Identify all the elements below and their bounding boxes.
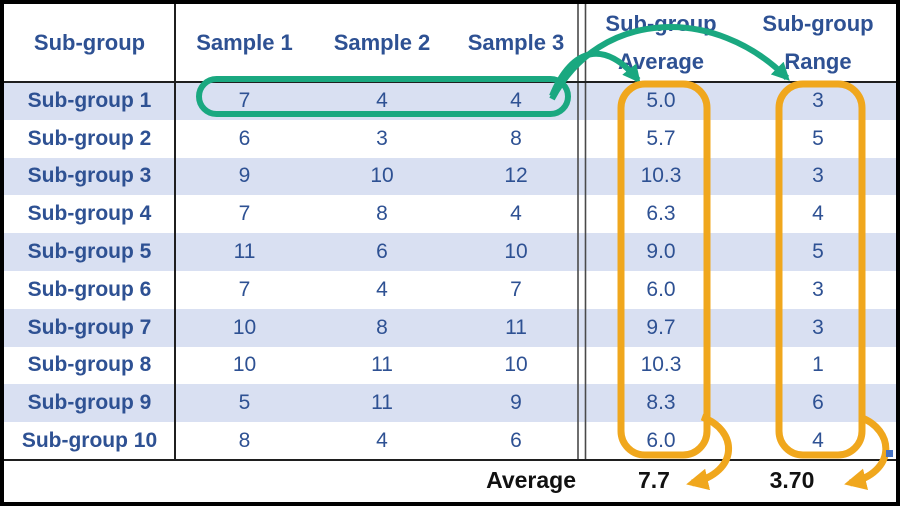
row-label: Sub-group 9 bbox=[27, 391, 152, 415]
cell-sample-2: 11 bbox=[371, 391, 393, 415]
cell-sample-1: 7 bbox=[238, 277, 251, 301]
cell-sample-3: 10 bbox=[504, 353, 528, 377]
cell-subgroup-average: 6.0 bbox=[646, 277, 676, 301]
header-subgroup-range: Sub-group Range bbox=[740, 4, 896, 82]
cell-sample-1: 10 bbox=[232, 315, 257, 339]
cell-sample-1: 8 bbox=[238, 429, 251, 453]
footer-row: Average 7.7 3.70 bbox=[4, 459, 896, 502]
cell-sample-3: 10 bbox=[504, 240, 528, 264]
header-subgroup-average-line1: Sub-group bbox=[605, 11, 717, 36]
row-label: Sub-group 6 bbox=[27, 277, 152, 301]
header-sample-2: Sample 2 bbox=[333, 30, 431, 55]
row-label: Sub-group 7 bbox=[27, 315, 152, 339]
row-label: Sub-group 1 bbox=[27, 88, 152, 112]
table-row: Sub-group 3 9 10 12 10.3 3 bbox=[4, 157, 896, 196]
cell-sample-2: 6 bbox=[376, 240, 388, 264]
cell-subgroup-average: 5.7 bbox=[646, 126, 676, 150]
table-row: Sub-group 5 11 6 10 9.0 5 bbox=[4, 233, 896, 271]
cell-sample-1: 11 bbox=[233, 240, 256, 264]
cell-sample-3: 11 bbox=[505, 315, 527, 339]
row-label: Sub-group 5 bbox=[27, 240, 152, 264]
row-label: Sub-group 8 bbox=[27, 353, 152, 377]
cell-sample-3: 4 bbox=[510, 88, 522, 112]
cell-sample-1: 6 bbox=[238, 126, 251, 150]
row-label: Sub-group 3 bbox=[27, 164, 152, 188]
cell-subgroup-range: 1 bbox=[812, 353, 824, 377]
cell-subgroup-average: 9.7 bbox=[646, 315, 676, 339]
cell-subgroup-average: 10.3 bbox=[640, 164, 682, 188]
cell-subgroup-average: 6.0 bbox=[646, 429, 676, 453]
cell-sample-3: 9 bbox=[510, 391, 522, 415]
cell-sample-1: 9 bbox=[238, 164, 251, 188]
table-row: Sub-group 9 5 11 9 8.3 6 bbox=[4, 384, 896, 423]
table-row: Sub-group 4 7 8 4 6.3 4 bbox=[4, 195, 896, 233]
table-row: Sub-group 6 7 4 7 6.0 3 bbox=[4, 271, 896, 309]
cell-subgroup-range: 3 bbox=[812, 88, 824, 112]
cell-sample-3: 4 bbox=[510, 202, 522, 226]
cell-sample-2: 8 bbox=[376, 315, 388, 339]
cell-subgroup-range: 3 bbox=[812, 277, 824, 301]
cell-subgroup-average: 5.0 bbox=[646, 88, 676, 112]
table-row: Sub-group 10 8 4 6 6.0 4 bbox=[4, 422, 896, 460]
cell-subgroup-average: 6.3 bbox=[646, 202, 676, 226]
header-subgroup-range-line2: Range bbox=[784, 49, 852, 74]
cell-subgroup-range: 5 bbox=[812, 240, 824, 264]
table-row: Sub-group 7 10 8 11 9.7 3 bbox=[4, 308, 896, 347]
cell-sample-2: 10 bbox=[370, 164, 394, 188]
cell-subgroup-range: 3 bbox=[812, 315, 824, 339]
header-row: Sub-group Sample 1 Sample 2 Sample 3 Sub… bbox=[4, 4, 896, 82]
cell-subgroup-range: 6 bbox=[812, 391, 824, 415]
cell-sample-1: 7 bbox=[238, 202, 251, 226]
cell-sample-3: 7 bbox=[510, 277, 522, 301]
cell-sample-3: 8 bbox=[510, 126, 522, 150]
table-row: Sub-group 8 10 11 10 10.3 1 bbox=[4, 347, 896, 385]
header-subgroup-average: Sub-group Average bbox=[582, 4, 740, 82]
header-subgroup-range-line1: Sub-group bbox=[762, 11, 874, 36]
header-sample-1: Sample 1 bbox=[196, 30, 293, 55]
cell-sample-2: 3 bbox=[376, 126, 388, 150]
row-label: Sub-group 2 bbox=[27, 126, 152, 150]
cell-subgroup-range: 5 bbox=[812, 126, 824, 150]
table-row: Sub-group 1 7 4 4 5.0 3 bbox=[4, 82, 896, 120]
cell-subgroup-range: 4 bbox=[812, 429, 824, 453]
cell-subgroup-range: 3 bbox=[812, 164, 824, 188]
cell-subgroup-average: 8.3 bbox=[646, 391, 676, 415]
header-sample-3: Sample 3 bbox=[467, 30, 565, 55]
footer-average-label: Average bbox=[486, 467, 576, 494]
cell-sample-1: 7 bbox=[238, 88, 251, 112]
header-subgroup: Sub-group bbox=[33, 30, 146, 55]
cell-sample-2: 8 bbox=[376, 202, 388, 226]
cell-sample-2: 11 bbox=[371, 353, 393, 377]
row-label: Sub-group 4 bbox=[27, 202, 152, 226]
footer-range-total: 3.70 bbox=[769, 467, 815, 494]
cell-sample-2: 4 bbox=[376, 277, 388, 301]
cell-sample-3: 12 bbox=[504, 164, 528, 188]
cell-sample-3: 6 bbox=[510, 429, 522, 453]
cell-subgroup-average: 10.3 bbox=[640, 353, 682, 377]
footer-average-total: 7.7 bbox=[638, 467, 670, 494]
header-subgroup-average-line2: Average bbox=[617, 49, 704, 74]
table-body: Sub-group 1 7 4 4 5.0 3 Sub-group 2 6 3 8 5.7 5 Sub-… bbox=[4, 82, 896, 460]
cell-subgroup-range: 4 bbox=[812, 202, 824, 226]
cell-sample-2: 4 bbox=[376, 429, 388, 453]
row-label: Sub-group 10 bbox=[21, 429, 158, 453]
cell-subgroup-average: 9.0 bbox=[646, 240, 676, 264]
cell-sample-1: 5 bbox=[238, 391, 251, 415]
cell-sample-2: 4 bbox=[376, 88, 388, 112]
cell-sample-1: 10 bbox=[232, 353, 257, 377]
table-row: Sub-group 2 6 3 8 5.7 5 bbox=[4, 120, 896, 158]
